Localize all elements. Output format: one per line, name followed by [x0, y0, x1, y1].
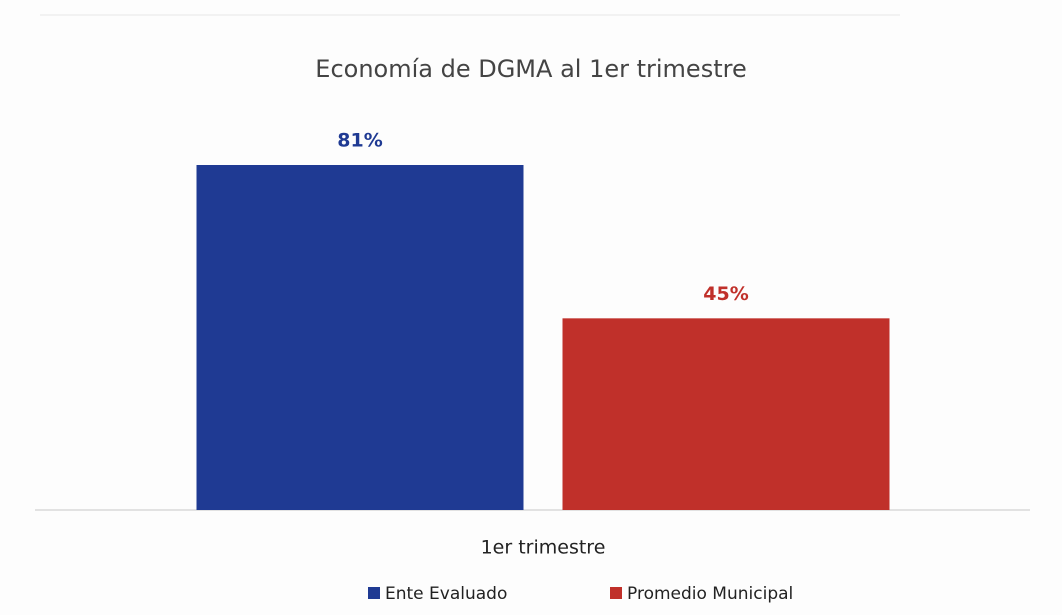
legend-swatch: [610, 587, 622, 599]
bar: [196, 165, 524, 510]
data-label: 45%: [703, 283, 748, 305]
chart-title: Economía de DGMA al 1er trimestre: [315, 55, 746, 83]
bar: [562, 318, 890, 510]
legend-label: Ente Evaluado: [385, 584, 507, 604]
legend-swatch: [368, 587, 380, 599]
x-tick-label: 1er trimestre: [481, 537, 606, 559]
data-label: 81%: [337, 130, 382, 152]
legend-label: Promedio Municipal: [627, 584, 793, 604]
